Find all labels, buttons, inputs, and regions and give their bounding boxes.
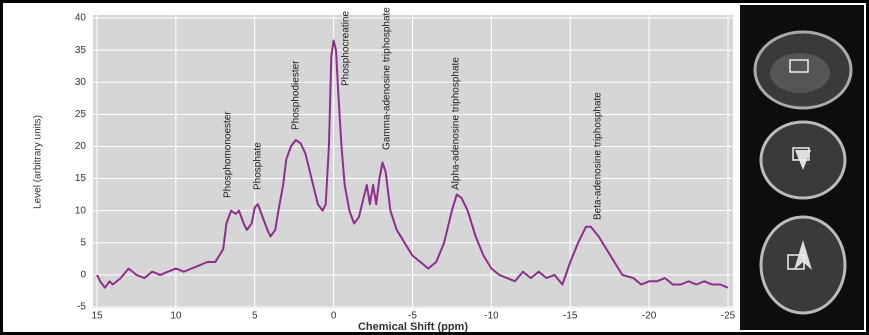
y-tick-label: 25: [75, 109, 87, 120]
peak-annotation: Phosphomonoester: [223, 111, 234, 198]
y-tick-label: 40: [75, 13, 87, 24]
x-tick-label: 0: [331, 311, 337, 322]
x-tick-label: 10: [170, 311, 182, 322]
x-tick-label: 5: [252, 311, 258, 322]
y-tick-label: 15: [75, 173, 87, 184]
mri-panel: [740, 5, 864, 330]
y-tick-label: 30: [75, 77, 87, 88]
y-axis-label: Level (arbitrary units): [33, 115, 44, 209]
y-tick-label: 20: [75, 141, 87, 152]
mri-axial: [761, 217, 845, 313]
x-tick-label: -15: [563, 311, 578, 322]
x-axis-label: Chemical Shift (ppm): [358, 321, 468, 333]
peak-annotation: Phosphocreatine: [341, 11, 352, 86]
x-tick-label: -5: [408, 311, 417, 322]
x-tick-label: -25: [721, 311, 736, 322]
peak-annotation: Phosphodiester: [291, 60, 302, 130]
x-tick-label: -10: [484, 311, 499, 322]
peak-annotation: Phosphate: [253, 142, 264, 190]
y-tick-label: 5: [80, 237, 86, 248]
mri-detail: [770, 53, 830, 93]
peak-annotation: Alpha-adenosine triphosphate: [451, 57, 462, 190]
y-tick-label: 0: [80, 270, 86, 281]
y-tick-label: 35: [75, 45, 87, 56]
figure: Level (arbitrary units) Chemical Shift (…: [0, 0, 869, 335]
peak-annotation: Beta-adenosine triphosphate: [593, 92, 604, 220]
x-tick-label: -20: [642, 311, 657, 322]
y-tick-label: -5: [77, 302, 86, 313]
y-tick-label: 10: [75, 205, 87, 216]
peak-annotation: Gamma-adenosine triphosphate: [382, 7, 393, 150]
x-tick-label: 15: [91, 311, 103, 322]
